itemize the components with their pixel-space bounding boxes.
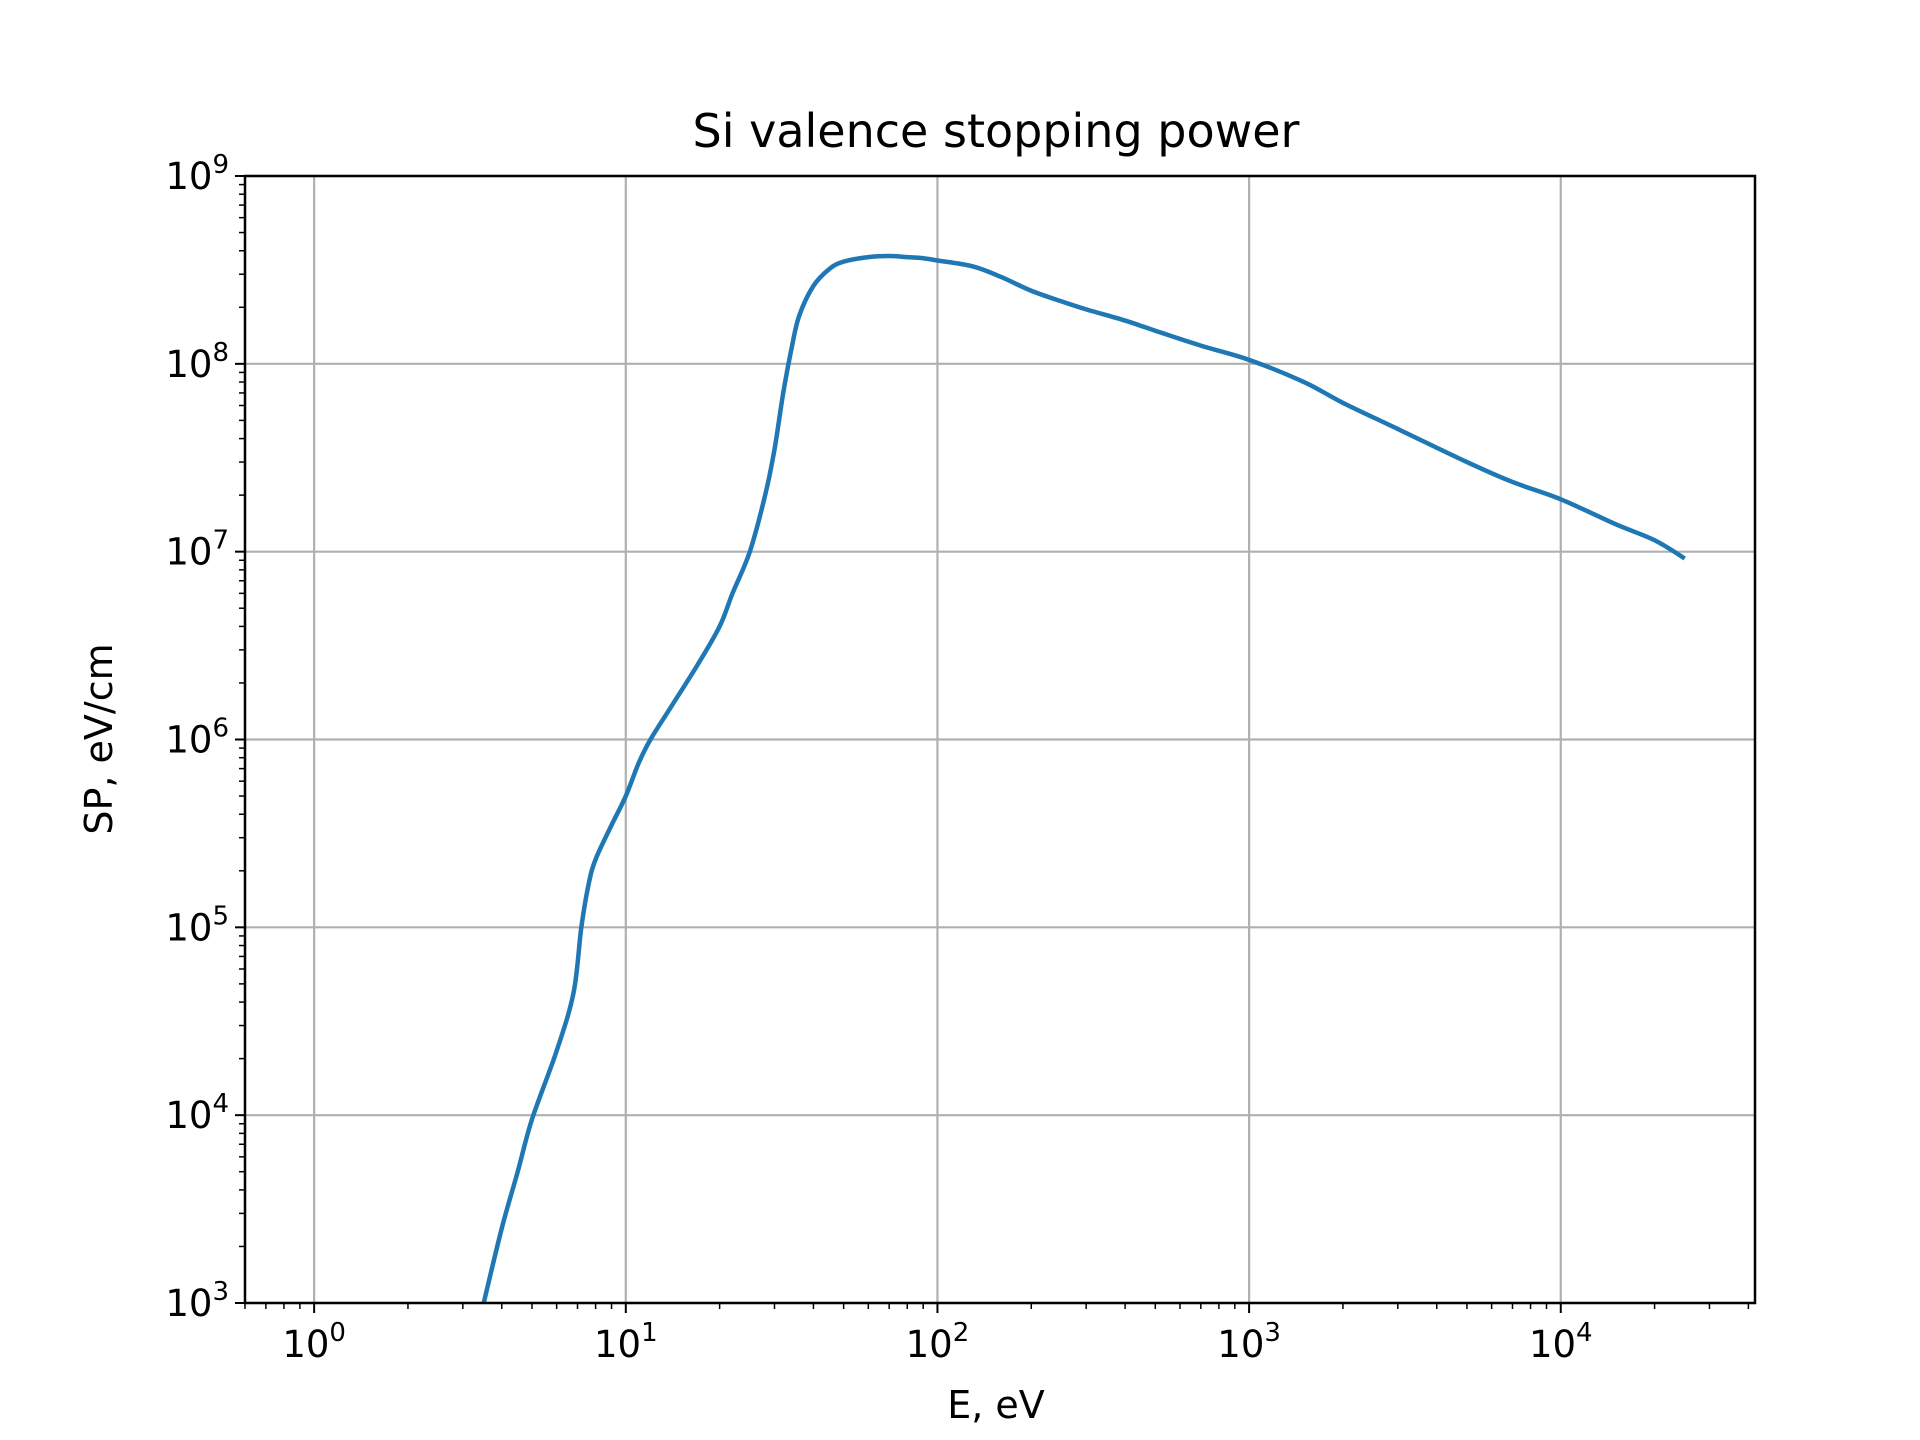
x-axis-label: E, eV: [947, 1383, 1045, 1427]
x-tick-label: 101: [594, 1318, 658, 1366]
y-tick-label: 109: [165, 150, 229, 198]
y-tick-label: 103: [165, 1277, 229, 1325]
tick-labels: 100 101 102 103 104 103 104 105 106 107 108 109: [165, 150, 1592, 1366]
series-group: [481, 253, 1686, 1304]
x-tick-label: 104: [1529, 1318, 1593, 1366]
plot-frame: [243, 174, 1757, 1305]
series-line: [481, 253, 1686, 1304]
y-tick-label: 106: [165, 714, 229, 762]
y-tick-label: 107: [165, 526, 229, 574]
y-tick-label: 105: [165, 901, 229, 949]
y-tick-label: 104: [165, 1089, 229, 1137]
x-tick-label: 102: [906, 1318, 970, 1366]
x-tick-label: 100: [282, 1318, 346, 1366]
y-tick-label: 108: [165, 338, 229, 386]
y-axis-label: SP, eV/cm: [77, 643, 121, 834]
chart-title: Si valence stopping power: [693, 104, 1300, 158]
major-ticks: [235, 175, 1562, 1313]
x-tick-label: 103: [1217, 1318, 1281, 1366]
